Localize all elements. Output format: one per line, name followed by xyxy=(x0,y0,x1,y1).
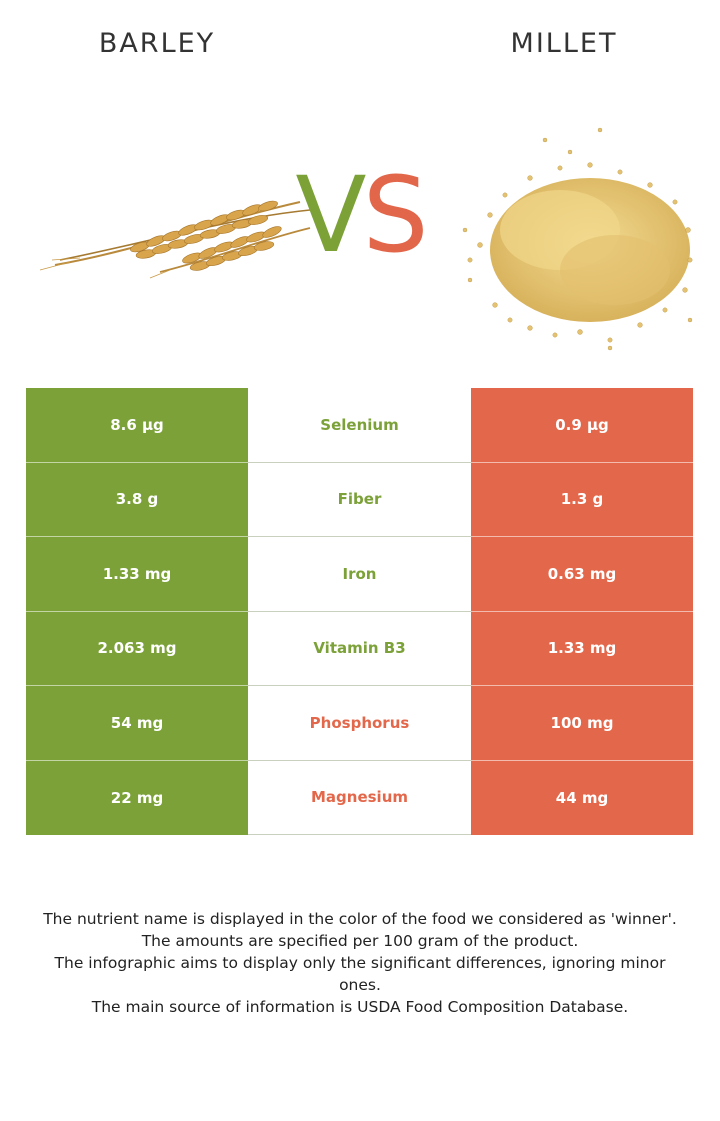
table-row: 3.8 g Fiber 1.3 g xyxy=(26,462,693,537)
table-row: 1.33 mg Iron 0.63 mg xyxy=(26,537,693,612)
millet-value: 0.9 µg xyxy=(471,388,693,463)
footnote-source: The main source of information is USDA F… xyxy=(91,998,629,1016)
footnotes: The nutrient name is displayed in the co… xyxy=(40,908,680,1018)
hero-illustration xyxy=(39,127,693,351)
food-title-left: BARLEY xyxy=(98,28,216,59)
nutrient-name: Vitamin B3 xyxy=(248,611,471,686)
footnote-winner: The nutrient name is displayed in the co… xyxy=(43,910,677,928)
comparison-table: 8.6 µg Selenium 0.9 µg 3.8 g Fiber 1.3 g 1.33 … xyxy=(26,388,693,835)
food-title-right: MILLET xyxy=(510,28,618,59)
barley-value: 8.6 µg xyxy=(26,388,248,463)
vs-label: VS xyxy=(0,150,720,280)
barley-value: 1.33 mg xyxy=(26,537,248,612)
barley-value: 54 mg xyxy=(26,686,248,761)
millet-value: 1.3 g xyxy=(471,462,693,537)
footnote-amounts: The amounts are specified per 100 gram o… xyxy=(141,932,579,950)
footnote-aim: The infographic aims to display only the… xyxy=(54,954,666,994)
table-row: 8.6 µg Selenium 0.9 µg xyxy=(26,388,693,463)
table-row: 54 mg Phosphorus 100 mg xyxy=(26,686,693,761)
nutrient-name: Magnesium xyxy=(248,760,471,835)
millet-value: 100 mg xyxy=(471,686,693,761)
barley-value: 22 mg xyxy=(26,760,248,835)
nutrient-name: Iron xyxy=(248,537,471,612)
vs-letter-s: S xyxy=(362,154,429,276)
nutrient-name: Selenium xyxy=(248,388,471,463)
barley-stalks-image xyxy=(39,200,311,279)
vs-letter-v: V xyxy=(295,154,366,276)
table-row: 2.063 mg Vitamin B3 1.33 mg xyxy=(26,611,693,686)
barley-value: 2.063 mg xyxy=(26,611,248,686)
millet-value: 1.33 mg xyxy=(471,611,693,686)
barley-value: 3.8 g xyxy=(26,462,248,537)
nutrient-name: Fiber xyxy=(248,462,471,537)
millet-value: 44 mg xyxy=(471,760,693,835)
millet-grains-image xyxy=(462,127,693,351)
nutrient-name: Phosphorus xyxy=(248,686,471,761)
millet-value: 0.63 mg xyxy=(471,537,693,612)
table-row: 22 mg Magnesium 44 mg xyxy=(26,760,693,835)
